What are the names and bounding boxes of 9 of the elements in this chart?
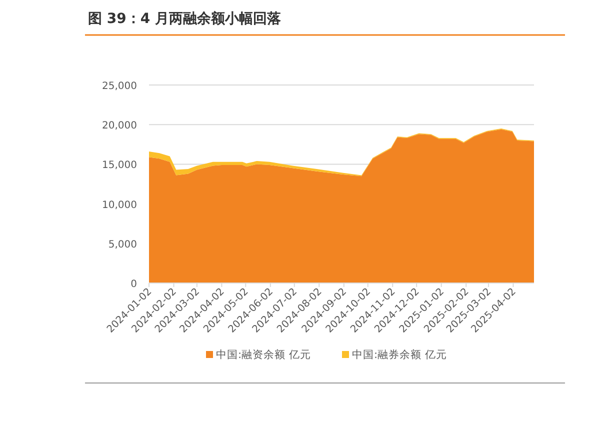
y-tick-label: 5,000 (108, 239, 137, 250)
legend-label: 中国:融资余额 亿元 (216, 348, 311, 361)
y-tick-label: 10,000 (102, 200, 137, 211)
chart-title: 图 39：4 月两融余额小幅回落 (88, 10, 282, 27)
y-tick-label: 20,000 (102, 120, 137, 132)
legend-label: 中国:融券余额 亿元 (352, 348, 447, 361)
y-tick-label: 25,000 (102, 81, 137, 92)
y-tick-label: 15,000 (102, 160, 137, 172)
y-tick-label: 0 (130, 279, 137, 290)
